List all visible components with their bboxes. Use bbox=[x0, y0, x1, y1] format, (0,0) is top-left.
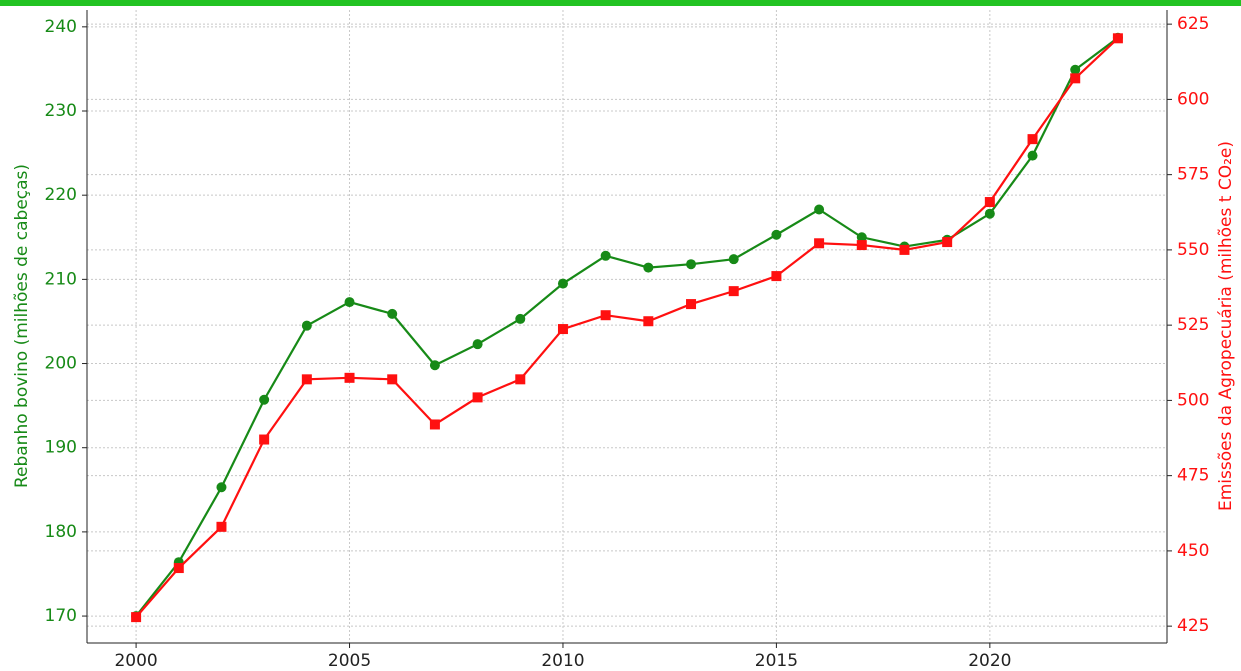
data-point bbox=[1070, 64, 1081, 75]
x-tick-label: 2005 bbox=[328, 651, 371, 671]
data-point bbox=[686, 299, 697, 310]
y2-tick-label: 575 bbox=[1177, 165, 1209, 185]
x-tick-label: 2015 bbox=[755, 651, 798, 671]
data-point bbox=[728, 254, 739, 265]
data-point bbox=[1112, 33, 1123, 44]
y2-tick-label: 450 bbox=[1177, 541, 1209, 561]
data-point bbox=[643, 262, 654, 273]
data-point bbox=[259, 394, 270, 405]
data-point bbox=[984, 208, 995, 219]
data-point bbox=[301, 374, 312, 385]
x-tick-label: 2020 bbox=[968, 651, 1011, 671]
data-point bbox=[387, 374, 398, 385]
data-point bbox=[814, 238, 825, 249]
data-point bbox=[1027, 134, 1038, 145]
data-point bbox=[771, 229, 782, 240]
data-point bbox=[429, 360, 440, 371]
y-axis-label: Rebanho bovino (milhões de cabeças) bbox=[12, 164, 32, 488]
data-point bbox=[173, 563, 184, 574]
y2-axis-label: Emissões da Agropecuária (milhões t CO₂e… bbox=[1216, 141, 1236, 511]
data-point bbox=[472, 339, 483, 350]
y2-tick-label: 550 bbox=[1177, 240, 1209, 260]
data-point bbox=[472, 392, 483, 403]
data-point bbox=[814, 204, 825, 215]
data-point bbox=[216, 521, 227, 532]
data-point bbox=[131, 612, 142, 623]
y2-tick-label: 625 bbox=[1177, 14, 1209, 34]
data-point bbox=[259, 434, 270, 445]
data-point bbox=[899, 244, 910, 255]
data-point bbox=[600, 250, 611, 261]
series-line bbox=[135, 36, 1119, 617]
series-line bbox=[135, 37, 1119, 618]
data-point bbox=[771, 271, 782, 282]
data-point bbox=[600, 310, 611, 321]
y2-tick-label: 500 bbox=[1177, 390, 1209, 410]
data-point bbox=[515, 374, 526, 385]
data-point bbox=[515, 313, 526, 324]
data-point bbox=[429, 419, 440, 430]
data-point bbox=[387, 308, 398, 319]
y-tick-label: 230 bbox=[45, 101, 77, 121]
data-point bbox=[344, 297, 355, 308]
data-point bbox=[1027, 150, 1038, 161]
data-point bbox=[942, 237, 953, 248]
y-tick-label: 210 bbox=[45, 269, 77, 289]
y2-tick-label: 525 bbox=[1177, 315, 1209, 335]
y-tick-label: 240 bbox=[45, 17, 77, 37]
data-point bbox=[984, 197, 995, 208]
y-tick-label: 190 bbox=[45, 438, 77, 458]
data-point bbox=[856, 240, 867, 251]
y2-tick-label: 425 bbox=[1177, 616, 1209, 636]
data-point bbox=[301, 320, 312, 331]
data-point bbox=[216, 482, 227, 493]
data-point bbox=[856, 232, 867, 243]
data-point bbox=[728, 286, 739, 297]
data-point bbox=[557, 324, 568, 335]
y2-tick-label: 600 bbox=[1177, 89, 1209, 109]
data-point bbox=[686, 259, 697, 270]
y-tick-label: 170 bbox=[45, 606, 77, 626]
y2-tick-label: 475 bbox=[1177, 466, 1209, 486]
y-tick-label: 220 bbox=[45, 185, 77, 205]
data-point bbox=[1070, 73, 1081, 84]
y-tick-label: 180 bbox=[45, 522, 77, 542]
data-point bbox=[557, 278, 568, 289]
x-tick-label: 2000 bbox=[114, 651, 157, 671]
data-point bbox=[643, 316, 654, 327]
y-tick-label: 200 bbox=[45, 354, 77, 374]
top-stripe bbox=[0, 0, 1241, 6]
data-point bbox=[344, 372, 355, 383]
x-tick-label: 2010 bbox=[541, 651, 584, 671]
